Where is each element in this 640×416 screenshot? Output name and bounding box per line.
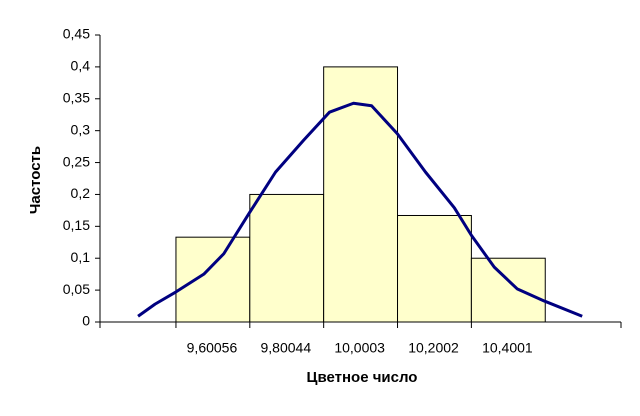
x-tick-label: 9,80044 [261,340,312,356]
x-axis-label: Цветное число [307,369,418,386]
y-tick-label: 0,25 [63,153,90,169]
y-tick-label: 0,45 [63,26,90,42]
y-tick-label: 0,35 [63,89,90,105]
bar [249,193,325,323]
y-tick-label: 0,3 [71,121,91,137]
y-tick-label: 0,15 [63,217,90,233]
x-tick-label: 9,60056 [187,340,238,356]
x-tick-label: 10,4001 [482,340,533,356]
y-axis-label: Частость [27,146,44,214]
y-tick-label: 0,2 [71,185,91,201]
bar [470,257,546,323]
x-tick-label: 10,0003 [334,340,385,356]
y-tick-label: 0,1 [71,249,91,265]
bar [397,214,472,323]
y-tick-label: 0,4 [71,58,91,74]
curve [137,101,583,318]
y-tick-label: 0 [82,313,90,329]
y-tick-label: 0,05 [63,281,90,297]
x-tick-label: 10,2002 [408,340,459,356]
bar [175,236,251,323]
